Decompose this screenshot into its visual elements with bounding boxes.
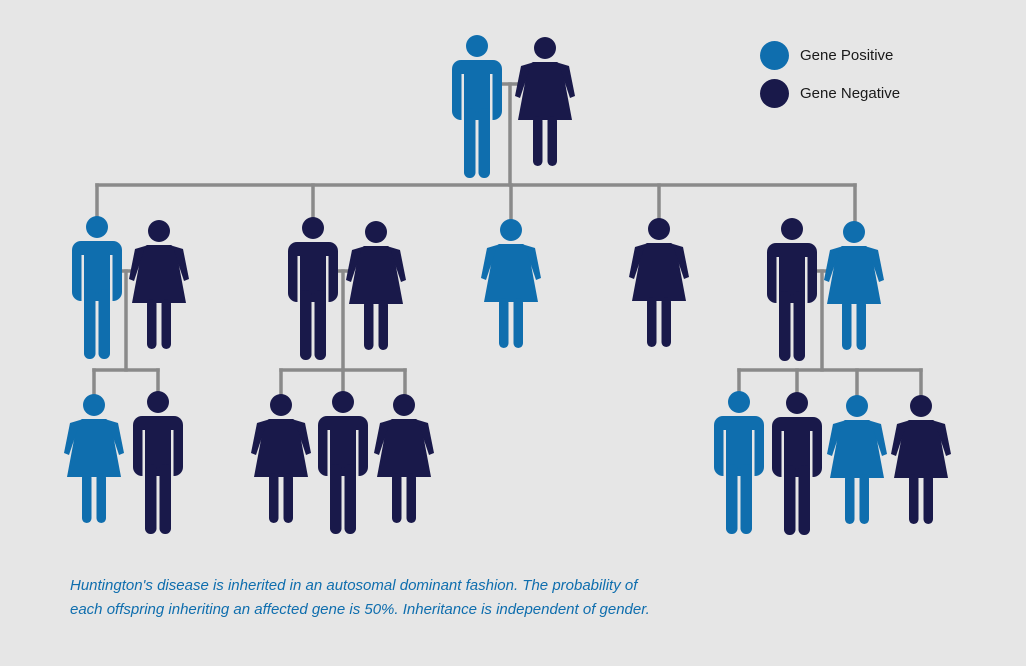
- legend: Gene Positive Gene Negative: [760, 36, 900, 112]
- legend-label-negative: Gene Negative: [800, 84, 901, 102]
- person-generation-2-4-negative-female-icon: [346, 221, 406, 350]
- person-generation-2-8-positive-female-icon: [824, 221, 884, 350]
- person-generation-3-4-negative-male-icon: [318, 391, 368, 534]
- legend-item-negative: Gene Negative: [760, 74, 900, 112]
- positive-swatch-icon: [760, 40, 789, 70]
- person-generation-3-8-positive-female-icon: [827, 395, 887, 524]
- caption-line-2: each offspring inheriting an affected ge…: [70, 601, 650, 618]
- pedigree-figures: [64, 35, 951, 535]
- caption: Huntington's disease is inherited in an …: [70, 574, 690, 622]
- person-generation-2-5-positive-female-icon: [481, 219, 541, 348]
- person-generation-3-5-negative-female-icon: [374, 394, 434, 523]
- person-generation-1-2-negative-female-icon: [515, 37, 575, 166]
- person-generation-2-6-negative-female-icon: [629, 218, 689, 347]
- person-generation-3-6-positive-male-icon: [714, 391, 764, 534]
- person-generation-3-2-negative-male-icon: [133, 391, 183, 534]
- pedigree-connectors: [92, 82, 923, 399]
- person-generation-3-9-negative-female-icon: [891, 395, 951, 524]
- person-generation-1-1-positive-male-icon: [452, 35, 502, 178]
- person-generation-3-1-positive-female-icon: [64, 394, 124, 523]
- legend-item-positive: Gene Positive: [760, 36, 900, 74]
- person-generation-2-1-positive-male-icon: [72, 216, 122, 359]
- person-generation-2-7-negative-male-icon: [767, 218, 817, 361]
- negative-swatch-icon: [760, 78, 789, 108]
- person-generation-2-3-negative-male-icon: [288, 217, 338, 360]
- legend-label-positive: Gene Positive: [800, 46, 894, 64]
- person-generation-2-2-negative-female-icon: [129, 220, 189, 349]
- caption-line-1: Huntington's disease is inherited in an …: [70, 577, 638, 594]
- person-generation-3-3-negative-female-icon: [251, 394, 311, 523]
- person-generation-3-7-negative-male-icon: [772, 392, 822, 535]
